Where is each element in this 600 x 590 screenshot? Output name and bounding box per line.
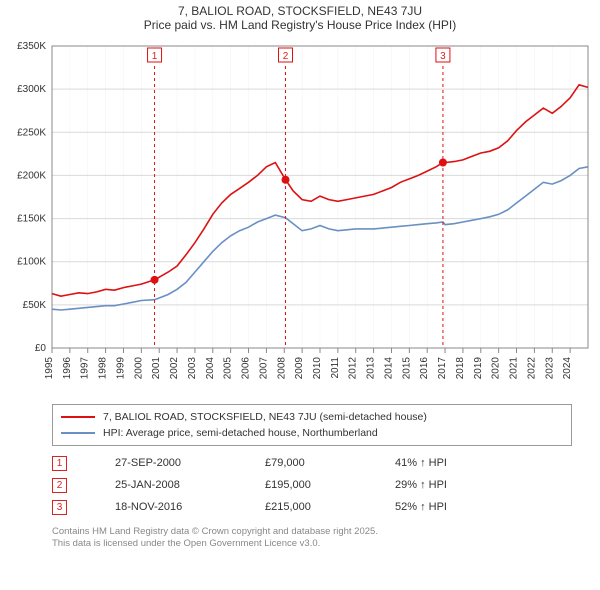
sales-table-row: 3 18-NOV-2016£215,00052% ↑ HPI xyxy=(52,496,572,518)
x-tick-label: 1999 xyxy=(115,357,126,380)
sales-table-row: 1 27-SEP-2000£79,00041% ↑ HPI xyxy=(52,452,572,474)
title-line-1: 7, BALIOL ROAD, STOCKSFIELD, NE43 7JU xyxy=(8,4,592,18)
x-tick-label: 2023 xyxy=(544,357,555,380)
x-tick-label: 2014 xyxy=(383,357,394,380)
x-tick-label: 2008 xyxy=(276,357,287,380)
x-tick-label: 2012 xyxy=(348,357,359,380)
y-tick-label: £100K xyxy=(17,257,46,268)
x-tick-label: 2002 xyxy=(169,357,180,380)
y-tick-label: £200K xyxy=(17,170,46,181)
sales-table-row: 2 25-JAN-2008£195,00029% ↑ HPI xyxy=(52,474,572,496)
legend-row: 7, BALIOL ROAD, STOCKSFIELD, NE43 7JU (s… xyxy=(61,409,563,425)
x-tick-label: 2019 xyxy=(473,357,484,380)
sale-marker-dot xyxy=(439,158,447,166)
sale-marker-number: 2 xyxy=(283,51,289,62)
sales-hpi-diff: 52% ↑ HPI xyxy=(395,501,515,513)
y-tick-label: £350K xyxy=(17,41,46,52)
x-tick-label: 2005 xyxy=(223,357,234,380)
sales-marker-box: 3 xyxy=(52,500,67,515)
x-tick-label: 2022 xyxy=(526,357,537,380)
y-tick-label: £0 xyxy=(35,343,47,354)
sale-marker-number: 1 xyxy=(152,51,158,62)
sales-date: 27-SEP-2000 xyxy=(115,457,265,469)
x-tick-label: 2018 xyxy=(455,357,466,380)
sale-marker-dot xyxy=(282,176,290,184)
x-tick-label: 2015 xyxy=(401,357,412,380)
x-tick-label: 1995 xyxy=(44,357,55,380)
sale-marker-dot xyxy=(151,276,159,284)
footer-line-1: Contains HM Land Registry data © Crown c… xyxy=(52,526,592,538)
sales-hpi-diff: 29% ↑ HPI xyxy=(395,479,515,491)
footer-line-2: This data is licensed under the Open Gov… xyxy=(52,538,592,550)
x-tick-label: 2009 xyxy=(294,357,305,380)
footer: Contains HM Land Registry data © Crown c… xyxy=(52,526,592,551)
x-tick-label: 1996 xyxy=(62,357,73,380)
x-tick-label: 2016 xyxy=(419,357,430,380)
title-line-2: Price paid vs. HM Land Registry's House … xyxy=(8,18,592,32)
x-tick-label: 2006 xyxy=(241,357,252,380)
legend: 7, BALIOL ROAD, STOCKSFIELD, NE43 7JU (s… xyxy=(52,404,572,446)
legend-label: 7, BALIOL ROAD, STOCKSFIELD, NE43 7JU (s… xyxy=(103,411,427,423)
sales-marker-box: 2 xyxy=(52,478,67,493)
chart-area: £0 £50K £100K £150K £200K £250K £300K £350K 1995… xyxy=(8,38,592,398)
y-tick-label: £150K xyxy=(17,214,46,225)
x-tick-label: 2017 xyxy=(437,357,448,380)
y-tick-label: £300K xyxy=(17,84,46,95)
chart-container: 7, BALIOL ROAD, STOCKSFIELD, NE43 7JU Pr… xyxy=(0,0,600,590)
x-tick-label: 2000 xyxy=(133,357,144,380)
sales-price: £79,000 xyxy=(265,457,395,469)
sales-table: 1 27-SEP-2000£79,00041% ↑ HPI 2 25-JAN-2008… xyxy=(52,452,572,518)
x-tick-label: 2010 xyxy=(312,357,323,380)
x-tick-label: 2024 xyxy=(562,357,573,380)
x-tick-label: 2004 xyxy=(205,357,216,380)
sales-date: 25-JAN-2008 xyxy=(115,479,265,491)
y-tick-label: £50K xyxy=(23,300,47,311)
line-chart: £0 £50K £100K £150K £200K £250K £300K £350K 1995… xyxy=(8,38,592,398)
x-tick-label: 1997 xyxy=(80,357,91,380)
legend-swatch xyxy=(61,416,95,418)
x-tick-label: 2020 xyxy=(491,357,502,380)
x-tick-label: 2007 xyxy=(258,357,269,380)
sales-price: £215,000 xyxy=(265,501,395,513)
x-tick-label: 2021 xyxy=(509,357,520,380)
y-tick-label: £250K xyxy=(17,127,46,138)
sales-price: £195,000 xyxy=(265,479,395,491)
legend-swatch xyxy=(61,432,95,434)
x-tick-label: 2003 xyxy=(187,357,198,380)
sales-hpi-diff: 41% ↑ HPI xyxy=(395,457,515,469)
legend-row: HPI: Average price, semi-detached house,… xyxy=(61,425,563,441)
x-tick-label: 2013 xyxy=(366,357,377,380)
legend-label: HPI: Average price, semi-detached house,… xyxy=(103,427,378,439)
sales-marker-box: 1 xyxy=(52,456,67,471)
sale-marker-number: 3 xyxy=(440,51,446,62)
x-tick-label: 2011 xyxy=(330,357,341,379)
sales-date: 18-NOV-2016 xyxy=(115,501,265,513)
x-tick-label: 1998 xyxy=(98,357,109,380)
x-tick-label: 2001 xyxy=(151,357,162,380)
